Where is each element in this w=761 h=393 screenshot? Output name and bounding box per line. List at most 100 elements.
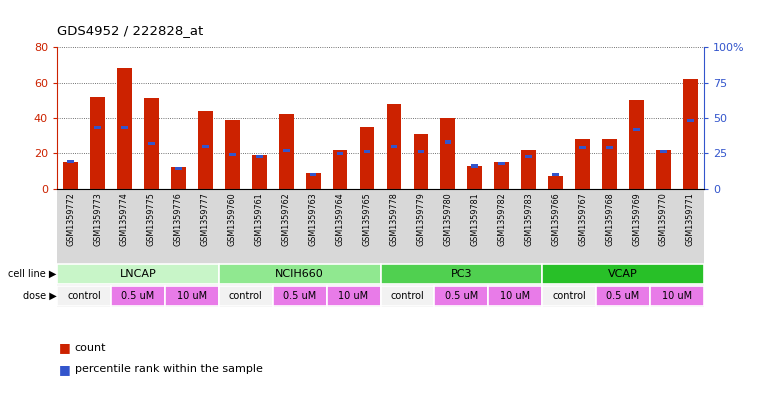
Bar <box>336 152 343 155</box>
Text: dose ▶: dose ▶ <box>23 290 56 301</box>
Bar <box>306 173 320 189</box>
Bar <box>687 119 694 122</box>
Bar <box>633 128 640 131</box>
Bar <box>57 286 111 306</box>
Text: GSM1359782: GSM1359782 <box>497 192 506 246</box>
Text: control: control <box>229 290 263 301</box>
Bar <box>441 118 455 189</box>
Text: GSM1359768: GSM1359768 <box>605 192 614 246</box>
Text: GSM1359780: GSM1359780 <box>444 192 452 246</box>
Bar <box>198 111 213 189</box>
Text: GSM1359773: GSM1359773 <box>93 192 102 246</box>
Text: GSM1359765: GSM1359765 <box>362 192 371 246</box>
Bar <box>333 150 348 189</box>
Bar <box>272 286 326 306</box>
Text: 10 uM: 10 uM <box>662 290 692 301</box>
Text: GSM1359761: GSM1359761 <box>255 192 264 246</box>
Bar <box>202 145 209 148</box>
Text: 10 uM: 10 uM <box>500 290 530 301</box>
Text: GSM1359771: GSM1359771 <box>686 192 695 246</box>
Bar <box>380 286 435 306</box>
Bar <box>67 160 74 163</box>
Text: 0.5 uM: 0.5 uM <box>121 290 154 301</box>
Text: 0.5 uM: 0.5 uM <box>444 290 478 301</box>
Bar <box>326 286 380 306</box>
Text: control: control <box>67 290 101 301</box>
Text: VCAP: VCAP <box>608 269 638 279</box>
Bar <box>575 139 590 189</box>
Bar <box>650 286 704 306</box>
Bar <box>413 134 428 189</box>
Text: 10 uM: 10 uM <box>177 290 207 301</box>
Text: GSM1359772: GSM1359772 <box>66 192 75 246</box>
Bar <box>111 286 165 306</box>
Bar <box>489 286 542 306</box>
Bar <box>219 286 272 306</box>
Bar <box>579 146 586 149</box>
Bar <box>310 173 317 176</box>
Text: GSM1359781: GSM1359781 <box>470 192 479 246</box>
Bar <box>467 165 482 189</box>
Text: GSM1359769: GSM1359769 <box>632 192 641 246</box>
Bar <box>498 162 505 165</box>
Bar <box>171 167 186 189</box>
Bar <box>364 150 371 153</box>
Text: 10 uM: 10 uM <box>339 290 368 301</box>
Text: GSM1359778: GSM1359778 <box>390 192 399 246</box>
Bar <box>596 286 650 306</box>
Text: GSM1359779: GSM1359779 <box>416 192 425 246</box>
Text: control: control <box>390 290 425 301</box>
Bar <box>380 264 542 284</box>
Text: GSM1359766: GSM1359766 <box>551 192 560 246</box>
Bar <box>543 264 704 284</box>
Bar <box>279 114 294 189</box>
Bar <box>283 149 289 152</box>
Bar <box>219 264 380 284</box>
Text: GSM1359774: GSM1359774 <box>120 192 129 246</box>
Text: NCIH660: NCIH660 <box>275 269 324 279</box>
Bar <box>256 154 263 158</box>
Bar <box>444 140 451 143</box>
Text: GSM1359777: GSM1359777 <box>201 192 210 246</box>
Bar <box>252 155 266 189</box>
Bar <box>656 150 671 189</box>
Text: GSM1359770: GSM1359770 <box>659 192 668 246</box>
Text: ■: ■ <box>59 341 71 354</box>
Bar <box>90 97 105 189</box>
Text: ■: ■ <box>59 363 71 376</box>
Text: GSM1359764: GSM1359764 <box>336 192 345 246</box>
Text: GSM1359767: GSM1359767 <box>578 192 587 246</box>
Bar <box>660 150 667 153</box>
Bar <box>521 150 537 189</box>
Bar <box>472 164 478 167</box>
Bar <box>175 167 182 171</box>
Text: percentile rank within the sample: percentile rank within the sample <box>75 364 263 375</box>
Bar <box>121 126 128 129</box>
Bar <box>418 150 425 153</box>
Bar <box>224 119 240 189</box>
Bar <box>435 286 489 306</box>
Bar <box>148 142 154 145</box>
Text: GSM1359763: GSM1359763 <box>309 192 317 246</box>
Bar <box>543 286 596 306</box>
Text: GSM1359776: GSM1359776 <box>174 192 183 246</box>
Text: LNCAP: LNCAP <box>119 269 156 279</box>
Bar <box>63 162 78 189</box>
Text: 0.5 uM: 0.5 uM <box>283 290 317 301</box>
Bar <box>683 79 698 189</box>
Bar <box>495 162 509 189</box>
Text: GSM1359775: GSM1359775 <box>147 192 156 246</box>
Text: GSM1359760: GSM1359760 <box>228 192 237 246</box>
Bar <box>387 104 401 189</box>
Bar <box>117 68 132 189</box>
Text: PC3: PC3 <box>451 269 472 279</box>
Bar <box>390 145 397 148</box>
Text: cell line ▶: cell line ▶ <box>8 269 56 279</box>
Bar <box>629 100 644 189</box>
Bar <box>607 146 613 149</box>
Text: 0.5 uM: 0.5 uM <box>607 290 640 301</box>
Bar <box>525 154 532 158</box>
Bar <box>165 286 219 306</box>
Bar <box>548 176 563 189</box>
Text: GSM1359762: GSM1359762 <box>282 192 291 246</box>
